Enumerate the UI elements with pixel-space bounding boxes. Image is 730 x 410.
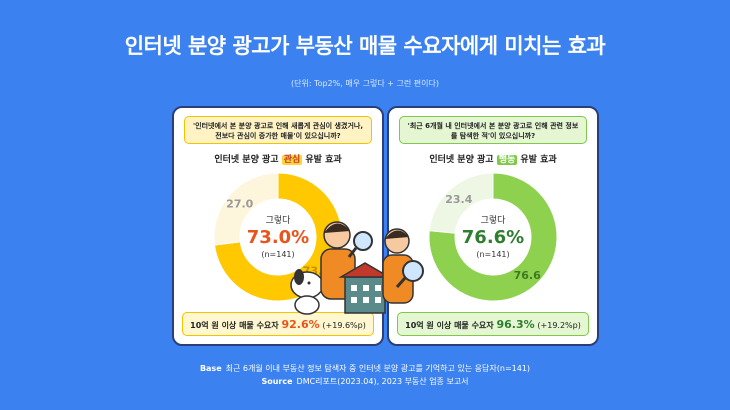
interest-question: '인터넷에서 본 분양 광고로 인해 새롭게 관심이 생겼거나, 전보다 관심이… <box>184 116 372 144</box>
people-illustration <box>290 221 424 315</box>
donut-slice-label-1: 23.4 <box>445 193 472 206</box>
donut-slice-1 <box>428 172 494 234</box>
interest-bottom-prefix: 10억 원 이상 매물 수요자 <box>190 321 279 330</box>
page-title: 인터넷 분양 광고가 부동산 매물 수요자에게 미치는 효과 <box>124 34 606 58</box>
action-bottom-unit: % <box>523 318 535 331</box>
donut-center-value: 73.0% <box>247 227 309 248</box>
donut-n-label: (n=141) <box>476 250 509 259</box>
interest-subtitle: 인터넷 분양 광고 관심 유발 효과 <box>174 152 382 165</box>
interest-subtitle-pre: 인터넷 분양 광고 <box>214 155 279 165</box>
footer-base-text: 최근 6개월 이내 부동산 정보 탐색자 중 인터넷 분양 광고를 기억하고 있… <box>225 364 531 373</box>
donut-center-label: 그렇다 <box>266 215 292 226</box>
interest-bottom-delta: (+19.6%p) <box>322 321 366 330</box>
footer-base: Base 최근 6개월 이내 부동산 정보 탐색자 중 인터넷 분양 광고를 기억… <box>0 363 730 374</box>
action-bottom-value: 96.3 <box>496 318 524 331</box>
donut-slice-label-0: 76.6 <box>514 269 541 282</box>
building-icon <box>338 262 392 314</box>
person-right-icon <box>382 228 424 304</box>
footer-source: Source DMC리포트(2023.04), 2023 부동산 업종 보고서 <box>0 376 730 387</box>
action-bottom-delta: (+19.2%p) <box>537 321 581 330</box>
action-bottom-prefix: 10억 원 이상 매물 수요자 <box>405 321 494 330</box>
dog-icon <box>290 269 324 315</box>
donut-n-label: (n=141) <box>261 250 294 259</box>
action-subtitle-post: 유발 효과 <box>520 155 557 165</box>
interest-bottom-unit: % <box>308 318 320 331</box>
donut-slice-label-1: 27.0 <box>226 197 253 210</box>
action-subtitle-pre: 인터넷 분양 광고 <box>429 155 494 165</box>
action-card: '최근 6개월 내 인터넷에서 본 분양 광고로 인해 관련 정보를 탐색한 적… <box>387 106 599 346</box>
interest-bottom-value: 92.6 <box>281 318 309 331</box>
action-question: '최근 6개월 내 인터넷에서 본 분양 광고로 인해 관련 정보를 탐색한 적… <box>399 116 587 144</box>
footer-source-label: Source <box>261 377 293 386</box>
unit-note: (단위: Top2%, 매우 그렇다 + 그런 편이다) <box>291 79 439 88</box>
interest-subtitle-mark: 관심 <box>281 155 303 165</box>
donut-slice-1 <box>213 172 279 246</box>
interest-subtitle-post: 유발 효과 <box>305 155 342 165</box>
donut-center-label: 그렇다 <box>481 215 507 226</box>
donut-slice-0 <box>428 172 558 302</box>
footer-base-label: Base <box>199 364 222 373</box>
interest-card: '인터넷에서 본 분양 광고로 인해 새롭게 관심이 생겼거나, 전보다 관심이… <box>172 106 384 346</box>
interest-highlight-box: 10억 원 이상 매물 수요자 92.6% (+19.6%p) <box>182 312 374 336</box>
footer-source-text: DMC리포트(2023.04), 2023 부동산 업종 보고서 <box>296 377 469 386</box>
action-highlight-box: 10억 원 이상 매물 수요자 96.3% (+19.2%p) <box>397 312 589 336</box>
action-subtitle: 인터넷 분양 광고 행동 유발 효과 <box>389 152 597 165</box>
action-subtitle-mark: 행동 <box>496 155 518 165</box>
donut-center-value: 76.6% <box>462 227 524 248</box>
